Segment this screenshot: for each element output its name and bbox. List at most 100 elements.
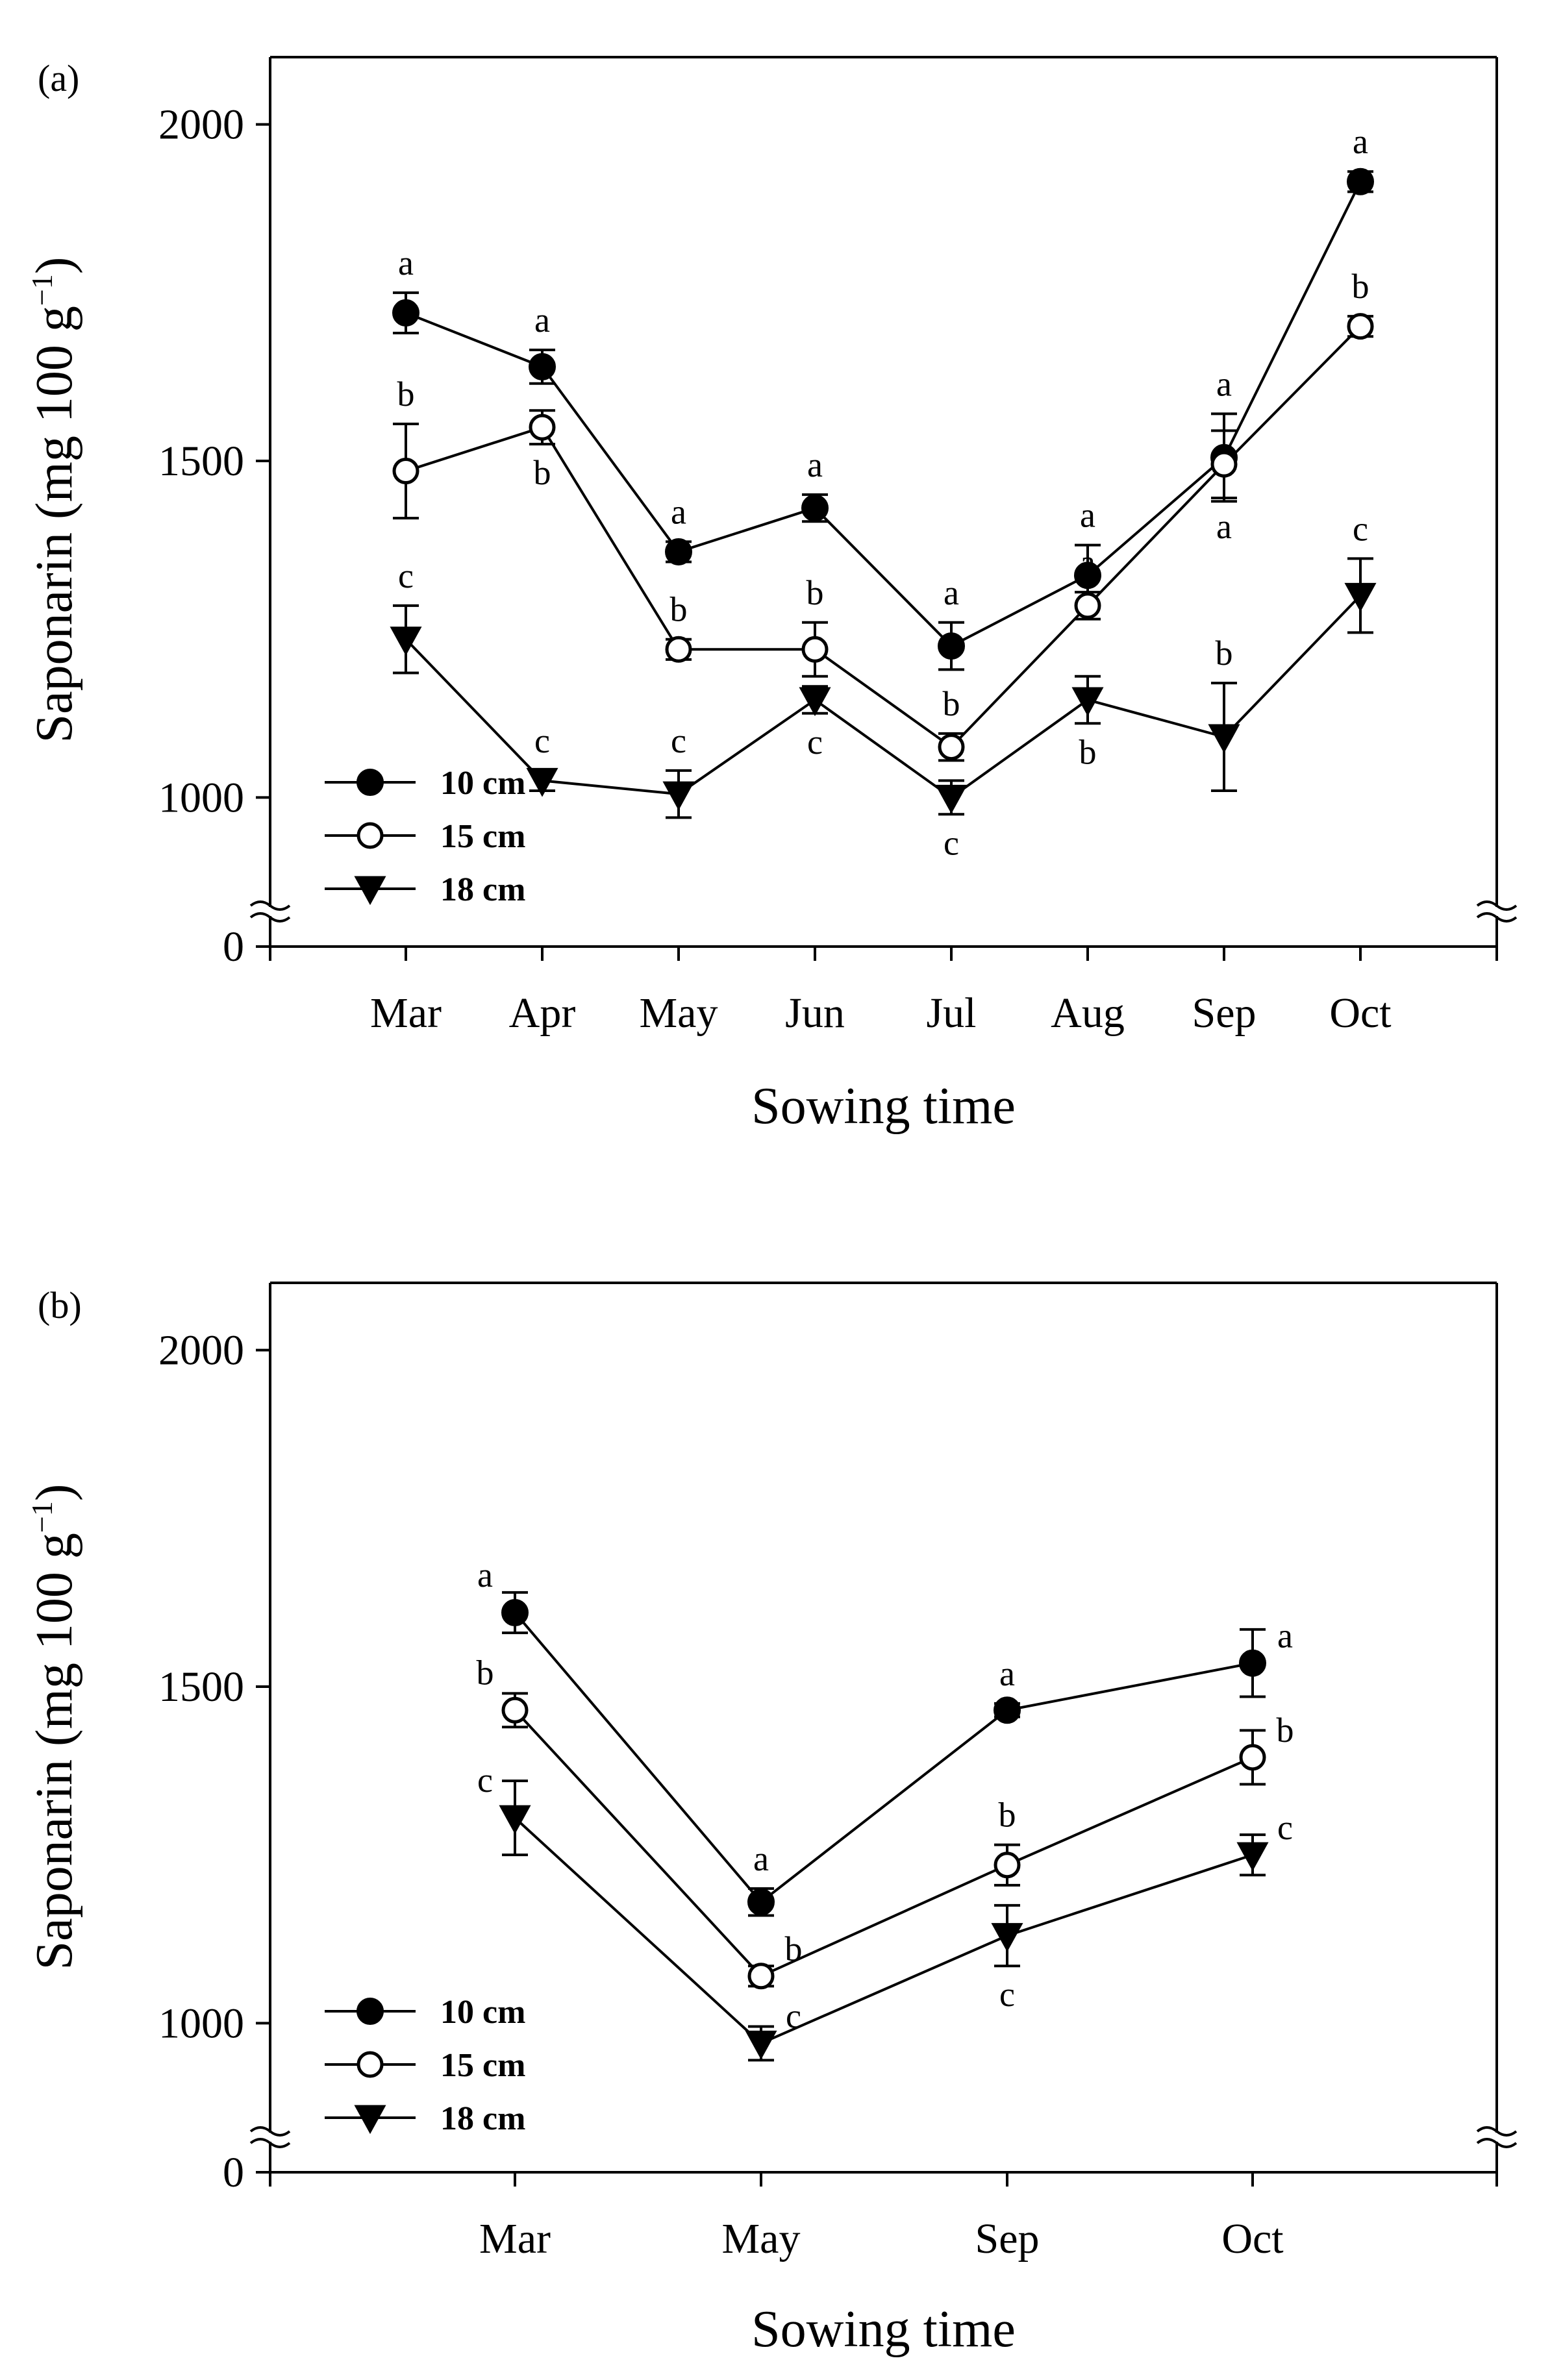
data-point — [392, 458, 419, 485]
markers-15cm — [392, 313, 1374, 761]
significance-letter: a — [1080, 496, 1095, 535]
data-point — [801, 494, 829, 522]
significance-letter: a — [999, 1654, 1015, 1693]
significance-letter: c — [398, 556, 414, 595]
x-tick-label: Apr — [509, 989, 576, 1037]
significance-letter: b — [1079, 732, 1097, 771]
y-tick-label: 1000 — [158, 774, 244, 821]
legend-label: 10 cm — [440, 1994, 525, 2031]
x-tick-label: Jul — [926, 989, 976, 1037]
y-axis-title: Saponarin (mg 100 g−1) — [25, 1484, 83, 1970]
data-point — [1347, 313, 1374, 340]
significance-letter: a — [944, 573, 959, 612]
data-point — [935, 784, 968, 814]
legend-marker — [356, 822, 384, 849]
significance-letter: c — [807, 723, 823, 762]
significance-letter: b — [807, 573, 824, 612]
y-axis-title-sup: −1 — [25, 1501, 58, 1533]
data-point — [662, 781, 695, 811]
x-axis-title: Sowing time — [751, 1078, 1016, 1135]
legend-marker — [356, 1998, 384, 2025]
x-tick-label: May — [640, 989, 718, 1037]
y-tick-label: 2000 — [158, 101, 244, 149]
significance-letter: b — [1277, 1711, 1294, 1750]
chart-panel-a: 0 1000 1500 2000 Mar Apr May Jun Jul Aug Sep Oct Sow… — [25, 56, 1518, 1135]
legend-marker — [354, 876, 386, 906]
data-point — [1236, 1842, 1269, 1872]
series-line — [405, 325, 1362, 749]
x-tick-label: Oct — [1329, 989, 1391, 1037]
data-point — [747, 1888, 775, 1916]
panel-label: (b) — [38, 1284, 82, 1326]
series-line — [405, 594, 1362, 799]
significance-letter: c — [534, 721, 550, 760]
data-point — [938, 632, 965, 660]
significance-letter: a — [1277, 1617, 1293, 1655]
series-line — [514, 1709, 1253, 1978]
significance-letter: a — [534, 301, 550, 340]
legend: 10 cm 15 cm 18 cm — [325, 1994, 525, 2137]
x-axis-title: Sowing time — [751, 2301, 1016, 2358]
data-point — [1074, 592, 1101, 619]
data-point — [499, 1805, 531, 1835]
markers-18cm — [499, 1805, 1269, 2060]
significance-letter: a — [807, 445, 823, 484]
x-tick-label: Mar — [479, 2215, 551, 2262]
y-tick-label: 0 — [223, 2149, 244, 2196]
x-tick-label: Sep — [1192, 989, 1257, 1037]
data-point — [994, 1696, 1021, 1724]
data-point — [1210, 451, 1238, 478]
panel-label: (a) — [38, 57, 79, 99]
x-tick-label: Aug — [1051, 989, 1125, 1037]
series-10cm — [502, 1591, 1266, 1917]
series-18cm — [502, 1779, 1266, 2062]
y-axis-title-close: ) — [26, 1484, 83, 1502]
significance-letter: c — [944, 823, 959, 862]
legend-label: 18 cm — [440, 2100, 525, 2137]
data-point — [390, 626, 422, 656]
data-point — [991, 1923, 1023, 1952]
legend-label: 10 cm — [440, 765, 525, 802]
y-axis-title-main: Saponarin (mg 100 g — [26, 306, 83, 743]
data-point — [1071, 687, 1104, 717]
y-tick-label: 1500 — [158, 1663, 244, 1711]
data-point — [1344, 582, 1377, 612]
significance-letter: a — [1353, 122, 1368, 161]
data-point — [392, 299, 419, 327]
data-point — [745, 2030, 777, 2060]
y-axis-title-sup: −1 — [25, 274, 58, 306]
axis-break-right — [1476, 900, 1518, 923]
significance-letter: b — [1352, 267, 1369, 306]
data-point — [529, 414, 556, 441]
significance-letter: c — [1353, 509, 1368, 548]
significance-letter: a — [1080, 543, 1095, 582]
significance-letter: c — [477, 1761, 493, 1800]
legend-marker — [354, 2105, 386, 2135]
data-point — [1074, 562, 1101, 589]
y-tick-label: 0 — [223, 923, 244, 971]
significance-letter: c — [999, 1975, 1015, 2014]
y-tick-label: 2000 — [158, 1327, 244, 1374]
significance-letter: a — [753, 1839, 769, 1878]
significance-letter: a — [1216, 364, 1232, 403]
legend-marker — [356, 769, 384, 796]
significance-letter: a — [671, 492, 686, 531]
significance-letter: b — [999, 1796, 1016, 1835]
data-point — [1347, 167, 1374, 195]
markers-18cm — [390, 582, 1377, 814]
series-line — [514, 1816, 1253, 2045]
y-tick-label: 1000 — [158, 2000, 244, 2047]
markers-10cm — [501, 1598, 1266, 1916]
data-point — [747, 1963, 775, 1990]
significance-letter: a — [1216, 507, 1232, 546]
data-point — [665, 538, 692, 565]
significance-letter: c — [786, 1996, 801, 2035]
data-point — [501, 1598, 529, 1626]
significance-letter: b — [670, 590, 688, 629]
data-point — [994, 1852, 1021, 1879]
y-axis-title-main: Saponarin (mg 100 g — [26, 1533, 83, 1970]
x-tick-label: Jun — [785, 989, 845, 1037]
significance-letter: b — [1216, 634, 1233, 673]
data-point — [1239, 1649, 1266, 1677]
